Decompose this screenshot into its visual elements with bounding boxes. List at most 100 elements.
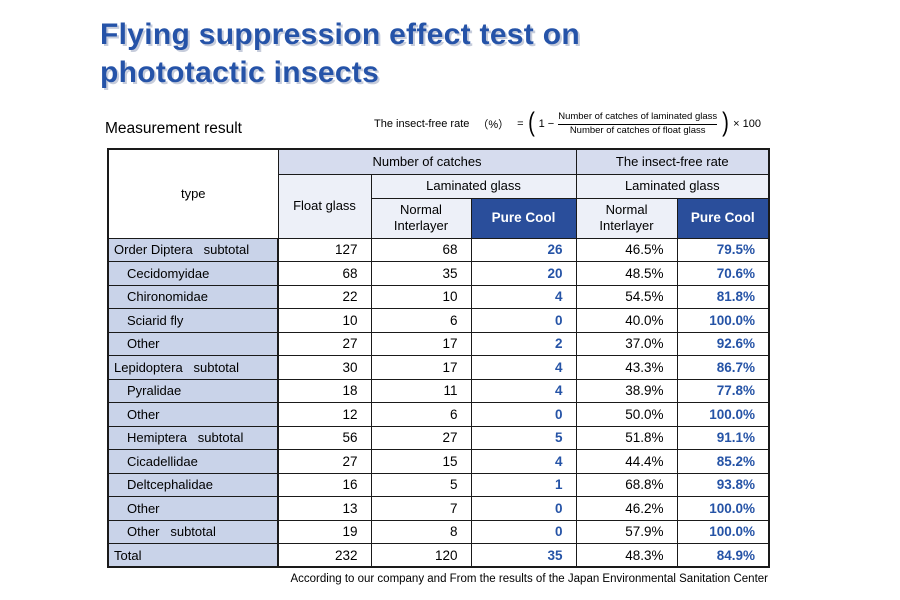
measurement-result-table: type Number of catches The insect-free r… [107,148,771,568]
row-type-label: Lepidoptera subtotal [107,355,279,380]
pure-cool-rate-value: 79.5% [676,237,770,262]
pure-cool-rate-value: 92.6% [676,331,770,356]
normal-rate-value: 38.9% [575,378,678,403]
number-of-catches-group-header: Number of catches [277,148,577,175]
float-glass-header: Float glass [277,173,372,239]
pure-cool-value: 4 [470,284,577,309]
pure-cool-value: 0 [470,519,577,544]
pure-cool-header-rate: Pure Cool [676,197,770,239]
table-row-total: Total 232 120 35 48.3% 84.9% [107,543,770,568]
normal-interlayer-value: 6 [370,402,472,427]
float-glass-value: 13 [277,496,372,521]
subtitle-measurement-result: Measurement result [105,120,242,137]
pure-cool-value: 0 [470,308,577,333]
row-type-label: Other subtotal [107,519,279,544]
pure-cool-value: 4 [470,355,577,380]
float-glass-value: 16 [277,472,372,497]
pure-cool-value: 26 [470,237,577,262]
normal-interlayer-value: 15 [370,449,472,474]
table-row: Chironomidae 22 10 4 54.5% 81.8% [107,284,770,309]
header-row-interlayers: Normal Interlayer Pure Cool Normal Inter… [108,197,770,239]
pure-cool-rate-value: 93.8% [676,472,770,497]
float-glass-value: 232 [277,543,372,568]
float-glass-value: 30 [277,355,372,380]
formula-one-minus: 1 − [538,118,555,130]
normal-rate-value: 40.0% [575,308,678,333]
row-type-label: Hemiptera subtotal [107,425,279,450]
pure-cool-value: 1 [470,472,577,497]
pure-cool-value: 0 [470,402,577,427]
open-paren: ( [527,106,535,137]
normal-rate-value: 68.8% [575,472,678,497]
pure-cool-rate-value: 100.0% [676,308,770,333]
normal-rate-value: 46.5% [575,237,678,262]
float-glass-value: 18 [277,378,372,403]
page-title-line2: phototactic insects [100,56,380,89]
pure-cool-value: 35 [470,543,577,568]
normal-interlayer-value: 11 [370,378,472,403]
normal-rate-value: 50.0% [575,402,678,427]
normal-rate-value: 57.9% [575,519,678,544]
table-row: Sciarid fly 10 6 0 40.0% 100.0% [107,308,770,333]
laminated-glass-header-catches: Laminated glass [370,173,577,199]
normal-interlayer-value: 17 [370,355,472,380]
pure-cool-rate-value: 86.7% [676,355,770,380]
row-type-label: Chironomidae [107,284,279,309]
table-row: Other subtotal 19 8 0 57.9% 100.0% [107,519,770,544]
table-header: type Number of catches The insect-free r… [107,148,770,239]
row-type-label: Other [107,496,279,521]
pure-cool-rate-value: 84.9% [676,543,770,568]
source-attribution: According to our company and From the re… [290,573,768,585]
row-type-label: Other [107,402,279,427]
pure-cool-value: 4 [470,378,577,403]
pure-cool-rate-value: 85.2% [676,449,770,474]
row-type-label: Other [107,331,279,356]
formula-equals: = [517,118,524,130]
normal-interlayer-value: 10 [370,284,472,309]
normal-interlayer-value: 27 [370,425,472,450]
type-column-header: type [107,148,279,239]
pure-cool-rate-value: 100.0% [676,519,770,544]
normal-interlayer-header-catches: Normal Interlayer [370,197,472,239]
row-type-label: Sciarid fly [107,308,279,333]
table-row: Deltcephalidae 16 5 1 68.8% 93.8% [107,472,770,497]
formula-numerator: Number of catches of laminated glass [558,111,718,123]
row-type-label: Cecidomyidae [107,261,279,286]
laminated-glass-header-rate: Laminated glass [575,173,770,199]
row-type-label: Total [107,543,279,568]
pure-cool-rate-value: 77.8% [676,378,770,403]
float-glass-value: 127 [277,237,372,262]
close-paren: ) [722,106,730,137]
float-glass-value: 56 [277,425,372,450]
normal-interlayer-value: 68 [370,237,472,262]
table-row: Pyralidae 18 11 4 38.9% 77.8% [107,378,770,403]
table-row: Other 27 17 2 37.0% 92.6% [107,331,770,356]
pure-cool-value: 2 [470,331,577,356]
normal-interlayer-value: 120 [370,543,472,568]
pure-cool-value: 4 [470,449,577,474]
pure-cool-header-catches: Pure Cool [470,197,577,239]
float-glass-value: 22 [277,284,372,309]
normal-interlayer-header-rate: Normal Interlayer [575,197,678,239]
formula-percent: （%） [477,119,510,131]
normal-interlayer-value: 17 [370,331,472,356]
normal-interlayer-value: 6 [370,308,472,333]
normal-interlayer-value: 8 [370,519,472,544]
header-row-groups: type Number of catches The insect-free r… [107,148,770,239]
float-glass-value: 68 [277,261,372,286]
pure-cool-value: 5 [470,425,577,450]
normal-rate-value: 44.4% [575,449,678,474]
normal-rate-value: 48.5% [575,261,678,286]
pure-cool-rate-value: 81.8% [676,284,770,309]
insect-free-rate-group-header: The insect-free rate [575,148,770,175]
table-body: Order Diptera subtotal 127 68 26 46.5% 7… [107,237,770,568]
table-row: Cecidomyidae 68 35 20 48.5% 70.6% [107,261,770,286]
row-type-label: Cicadellidae [107,449,279,474]
float-glass-value: 27 [277,331,372,356]
normal-rate-value: 54.5% [575,284,678,309]
normal-rate-value: 48.3% [575,543,678,568]
table-row: Order Diptera subtotal 127 68 26 46.5% 7… [107,237,770,262]
pure-cool-rate-value: 70.6% [676,261,770,286]
pure-cool-rate-value: 100.0% [676,402,770,427]
normal-rate-value: 51.8% [575,425,678,450]
